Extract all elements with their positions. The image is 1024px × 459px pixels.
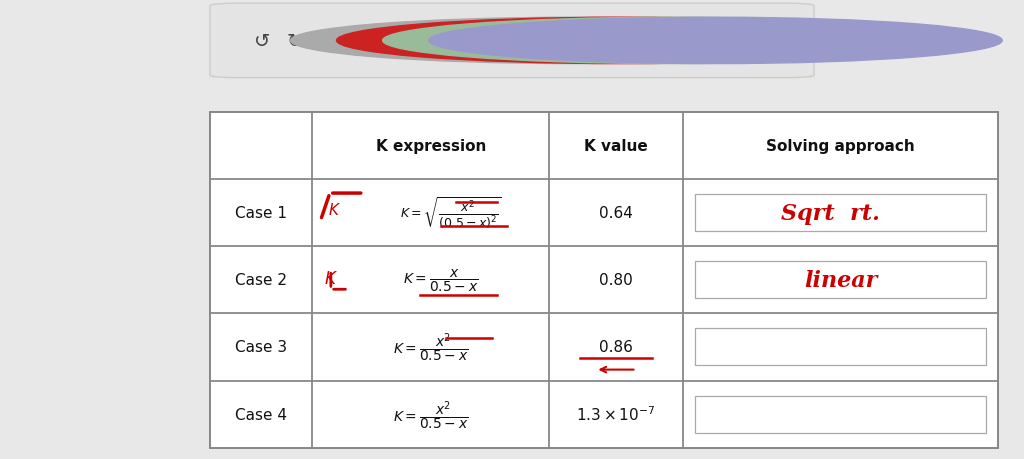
Text: ▱: ▱: [439, 32, 455, 51]
Bar: [695, 329, 986, 366]
Text: Case 1: Case 1: [236, 206, 287, 221]
Bar: [210, 113, 998, 448]
Text: ↻: ↻: [287, 32, 303, 51]
Text: $K$: $K$: [329, 202, 341, 218]
Text: 0.80: 0.80: [599, 273, 633, 288]
Circle shape: [383, 18, 956, 64]
FancyBboxPatch shape: [210, 4, 814, 78]
Circle shape: [429, 18, 1002, 64]
Text: ◇: ◇: [364, 32, 379, 51]
Text: linear: linear: [804, 269, 878, 291]
Text: $K = \sqrt{\dfrac{x^2}{(0.5-x)^2}}$: $K = \sqrt{\dfrac{x^2}{(0.5-x)^2}}$: [400, 196, 502, 231]
Text: Solving approach: Solving approach: [766, 139, 915, 154]
Text: K value: K value: [584, 139, 648, 154]
Text: K expression: K expression: [376, 139, 485, 154]
Text: $K = \dfrac{x}{0.5-x}$: $K = \dfrac{x}{0.5-x}$: [403, 267, 478, 293]
Text: ↺: ↺: [254, 32, 270, 51]
Bar: [695, 396, 986, 433]
Text: Sqrt  rt.: Sqrt rt.: [781, 202, 880, 224]
Text: Case 2: Case 2: [236, 273, 287, 288]
Text: $K = \dfrac{x^2}{0.5-x}$: $K = \dfrac{x^2}{0.5-x}$: [393, 398, 468, 431]
Text: $1.3 \times 10^{-7}$: $1.3 \times 10^{-7}$: [577, 405, 655, 424]
Text: ↗: ↗: [325, 32, 341, 51]
Text: Case 3: Case 3: [236, 340, 288, 355]
Circle shape: [337, 18, 910, 64]
Text: $K$: $K$: [324, 269, 338, 287]
Text: ⊞: ⊞: [515, 32, 531, 51]
Text: $K = \dfrac{x^2}{0.5-x}$: $K = \dfrac{x^2}{0.5-x}$: [393, 331, 468, 364]
Text: A: A: [478, 32, 492, 51]
Text: 0.64: 0.64: [599, 206, 633, 221]
Bar: [695, 195, 986, 232]
Text: Case 4: Case 4: [236, 407, 287, 422]
Bar: [695, 262, 986, 299]
Circle shape: [291, 18, 864, 64]
Text: ✂: ✂: [400, 32, 417, 51]
Text: 0.86: 0.86: [599, 340, 633, 355]
